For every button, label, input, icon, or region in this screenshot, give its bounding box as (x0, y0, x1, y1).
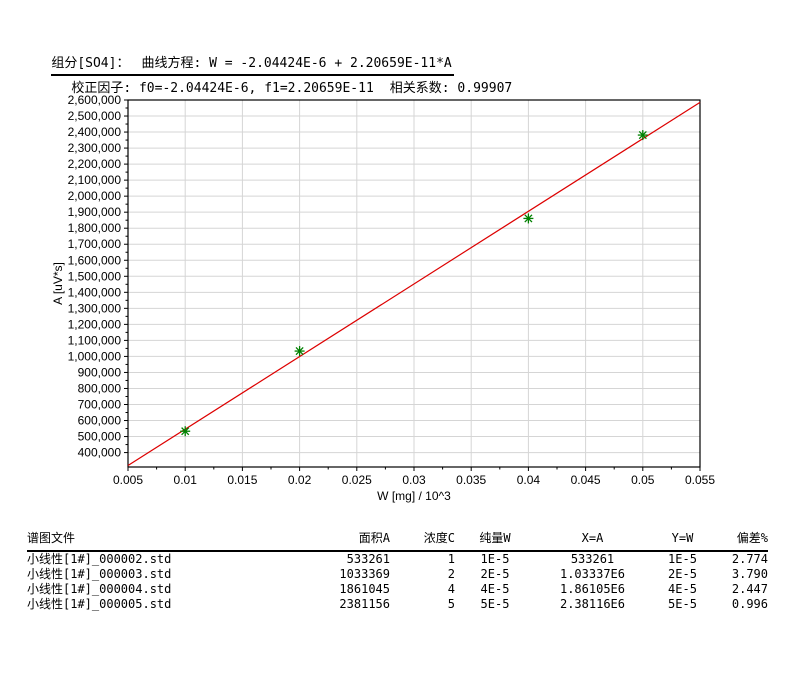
value-cell: 533261 (570, 552, 615, 566)
calibration-table: 谱图文件 面积A 浓度C 纯量W X=A Y=W 偏差% 小线性[1#]_000002.st… (27, 527, 768, 612)
y-tick-label: 1,100,000 (68, 333, 122, 347)
x-tick-label: 0.055 (685, 473, 715, 487)
factors-text: 校正因子: f0=-2.04424E-6, f1=2.20659E-11 (71, 81, 374, 96)
y-tick-label: 2,400,000 (68, 125, 122, 139)
spectrum-file-cell: 小线性[1#]_000003.std (27, 567, 172, 581)
value-cell: 5E-5 (480, 597, 510, 611)
value-cell: 5E-5 (668, 597, 697, 611)
y-tick-label: 800,000 (78, 381, 122, 395)
fit-line (127, 101, 701, 467)
value-cell: 4E-5 (480, 582, 510, 596)
x-tick-label: 0.035 (456, 473, 486, 487)
y-tick-label: 1,200,000 (68, 317, 122, 331)
y-tick-label: 2,500,000 (68, 109, 122, 123)
data-point-marker (523, 213, 534, 224)
calibration-curve-chart: 0.005 0.01 0.015 0.02 0.025 0.03 0.035 0.04 0.04… (51, 93, 715, 503)
value-cell: 2.447 (731, 582, 768, 596)
value-cell: 3.790 (731, 567, 768, 581)
value-cell: 1E-5 (668, 552, 697, 566)
value-cell: 1861045 (339, 582, 390, 596)
col-header-4: 纯量W (455, 527, 535, 552)
value-cell: 1 (447, 552, 455, 566)
value-cell: 2381156 (339, 597, 390, 611)
value-cell: 1.03337E6 (559, 567, 626, 581)
col-header-2: 面积A (330, 527, 390, 552)
curve-equation-line: 组分[SO4]： 曲线方程: W = -2.04424E-6 + 2.20659E… (20, 37, 454, 91)
spectrum-file-cell: 小线性[1#]_000005.std (27, 597, 172, 611)
value-cell: 2E-5 (480, 567, 510, 581)
y-axis-label: A [uV*s] (51, 262, 65, 305)
value-cell: 2.774 (731, 552, 768, 566)
plot-border (127, 99, 701, 468)
y-tick-label: 2,000,000 (68, 189, 122, 203)
x-tick-label: 0.04 (517, 473, 541, 487)
y-tick-label: 400,000 (78, 446, 122, 460)
y-tick-label: 1,400,000 (68, 285, 122, 299)
component-label: 组分[SO4]： (51, 56, 130, 71)
value-cell: 4 (447, 582, 455, 596)
data-point-marker (637, 130, 648, 141)
value-cell: 1033369 (339, 567, 390, 581)
curve-equation-underline: 组分[SO4]： 曲线方程: W = -2.04424E-6 + 2.20659E… (51, 52, 454, 76)
y-tick-label: 1,500,000 (68, 269, 122, 283)
value-cell: 2 (447, 567, 455, 581)
value-cell: 1E-5 (480, 552, 510, 566)
spectrum-file-cell: 小线性[1#]_000002.std (27, 552, 172, 566)
col-header-7: 偏差% (715, 527, 768, 552)
y-tick-label: 600,000 (78, 414, 122, 428)
x-axis-label: W [mg] / 10^3 (377, 489, 451, 503)
x-tick-label: 0.045 (571, 473, 601, 487)
x-tick-label: 0.015 (227, 473, 257, 487)
value-cell: 4E-5 (668, 582, 697, 596)
y-tick-label: 900,000 (78, 365, 122, 379)
y-tick-label: 1,000,000 (68, 349, 122, 363)
data-point-marker (294, 346, 305, 357)
y-tick-label: 2,100,000 (68, 173, 122, 187)
data-point-marker (180, 426, 191, 437)
spectrum-file-cell: 小线性[1#]_000004.std (27, 582, 172, 596)
table-body: 小线性[1#]_000002.std 533261 1 1E-5 533261 1E-5 2… (27, 551, 768, 612)
col-header-6: Y=W (650, 527, 715, 552)
y-tick-label: 1,800,000 (68, 221, 122, 235)
correlation-text: 相关系数: 0.99907 (389, 81, 513, 96)
table-row: 小线性[1#]_000005.std 2381156 5 5E-5 2.38116E6 5… (27, 597, 768, 612)
value-cell: 533261 (346, 552, 390, 566)
table-row: 小线性[1#]_000002.std 533261 1 1E-5 533261 1E-5 2… (27, 551, 768, 567)
value-cell: 2E-5 (668, 567, 697, 581)
y-tick-label: 500,000 (78, 430, 122, 444)
col-header-1: 谱图文件 (27, 527, 330, 552)
equation-text: 曲线方程: W = -2.04424E-6 + 2.20659E-11*A (141, 56, 452, 71)
y-tick-label: 1,600,000 (68, 253, 122, 267)
y-tick-label: 2,300,000 (68, 141, 122, 155)
y-tick-label: 2,200,000 (68, 157, 122, 171)
value-cell: 0.996 (731, 597, 768, 611)
value-cell: 5 (447, 597, 455, 611)
y-tick-label: 2,600,000 (68, 93, 122, 107)
y-tick-label: 1,900,000 (68, 205, 122, 219)
table-row: 小线性[1#]_000004.std 1861045 4 4E-5 1.86105E6 4… (27, 582, 768, 597)
x-tick-label: 0.05 (631, 473, 655, 487)
calibration-factors-line: 校正因子: f0=-2.04424E-6, f1=2.20659E-11 相关系数… (40, 62, 512, 111)
y-tick-label: 1,300,000 (68, 301, 122, 315)
col-header-5: X=A (535, 527, 650, 552)
x-tick-label: 0.03 (402, 473, 426, 487)
x-tick-label: 0.01 (174, 473, 198, 487)
x-tick-label: 0.02 (288, 473, 312, 487)
y-tick-label: 1,700,000 (68, 237, 122, 251)
value-cell: 1.86105E6 (559, 582, 626, 596)
x-tick-label: 0.005 (113, 473, 143, 487)
table-row: 小线性[1#]_000003.std 1033369 2 2E-5 1.03337E6 2… (27, 567, 768, 582)
col-header-3: 浓度C (390, 527, 455, 552)
table-head: 谱图文件 面积A 浓度C 纯量W X=A Y=W 偏差% (27, 527, 768, 552)
x-tick-label: 0.025 (342, 473, 372, 487)
value-cell: 2.38116E6 (559, 597, 626, 611)
table-header-row: 谱图文件 面积A 浓度C 纯量W X=A Y=W 偏差% (27, 527, 768, 552)
y-tick-label: 700,000 (78, 397, 122, 411)
